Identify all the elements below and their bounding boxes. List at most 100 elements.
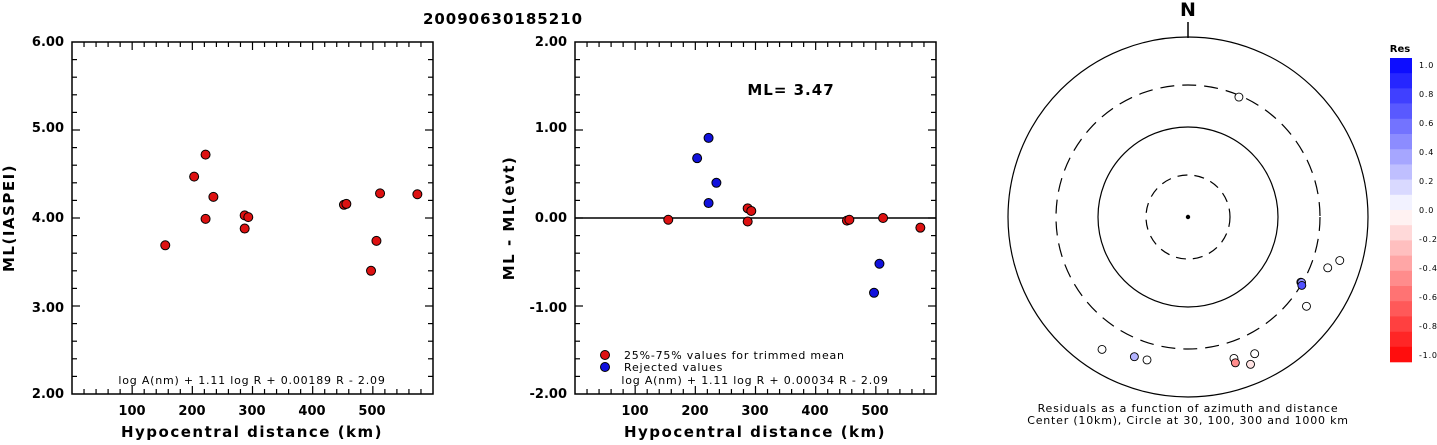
colorbar-labels: 1.0 0.8 0.6 0.4 0.2 0.0 -0.2 -0.4 -0.6 -… bbox=[1419, 61, 1437, 360]
right-panel: N Residuals as a function of azimuth and… bbox=[1007, 0, 1437, 427]
middle-y-tick-label: 1.00 bbox=[535, 121, 567, 136]
middle-y-tick-label: -2.00 bbox=[530, 387, 567, 402]
station-marker bbox=[1250, 349, 1260, 359]
colorbar-cell bbox=[1390, 210, 1412, 226]
data-point bbox=[371, 235, 382, 246]
data-point bbox=[200, 213, 211, 224]
station-marker bbox=[1246, 359, 1255, 369]
left-y-axis-title: ML(IASPEI) bbox=[0, 164, 18, 272]
rejected-point bbox=[703, 132, 714, 143]
colorbar-cell bbox=[1390, 301, 1412, 317]
middle-y-tick-label: 0.00 bbox=[535, 211, 567, 226]
left-y-tick-labels: 6.00 5.00 4.00 3.00 2.00 bbox=[32, 35, 64, 402]
colorbar-cell bbox=[1390, 331, 1412, 348]
colorbar-cell bbox=[1390, 134, 1412, 150]
legend-label-accepted: 25%-75% values for trimmed mean bbox=[624, 349, 845, 362]
middle-y-tick-labels: 2.00 1.00 0.00 -1.00 -2.00 bbox=[530, 35, 567, 402]
accepted-point bbox=[915, 222, 926, 233]
colorbar-cell bbox=[1390, 194, 1412, 211]
data-point bbox=[366, 265, 377, 276]
colorbar-cell bbox=[1390, 240, 1412, 256]
left-y-tick-label: 4.00 bbox=[32, 211, 64, 226]
rejected-point bbox=[692, 153, 703, 164]
left-y-tick-label: 3.00 bbox=[32, 301, 64, 316]
middle-x-tick-label: 400 bbox=[801, 404, 828, 419]
colorbar-cell bbox=[1390, 255, 1412, 272]
left-panel: 6.00 5.00 4.00 3.00 2.00 100 200 300 400… bbox=[0, 35, 434, 441]
middle-x-tick-label: 300 bbox=[741, 404, 768, 419]
rejected-point bbox=[874, 258, 885, 269]
middle-y-tick-label: 2.00 bbox=[535, 35, 567, 50]
accepted-point bbox=[663, 214, 674, 225]
data-point bbox=[200, 149, 211, 160]
station-marker bbox=[1230, 358, 1240, 368]
legend-marker-rejected bbox=[600, 362, 610, 372]
middle-x-tick-label: 500 bbox=[861, 404, 888, 419]
polar-caption-line2: Center (10km), Circle at 30, 100, 300 an… bbox=[1027, 414, 1349, 427]
middle-ticks bbox=[575, 42, 936, 394]
data-point bbox=[239, 223, 250, 234]
middle-x-axis-title: Hypocentral distance (km) bbox=[624, 423, 886, 441]
colorbar-cell bbox=[1390, 225, 1412, 241]
legend-label-rejected: Rejected values bbox=[624, 361, 723, 374]
left-x-tick-label: 200 bbox=[178, 404, 205, 419]
station-marker bbox=[1335, 256, 1345, 265]
ring-1000km bbox=[1007, 36, 1369, 398]
colorbar-cell bbox=[1390, 179, 1412, 196]
left-y-tick-label: 5.00 bbox=[32, 121, 64, 136]
ml-value-label: ML= 3.47 bbox=[747, 81, 834, 99]
ring-30km bbox=[1145, 174, 1231, 260]
colorbar-cell bbox=[1390, 346, 1412, 363]
colorbar-tick-label: 1.0 bbox=[1419, 61, 1434, 70]
colorbar-cell bbox=[1390, 103, 1412, 120]
colorbar-tick-label: 0.2 bbox=[1419, 177, 1434, 186]
ring-300km bbox=[1055, 84, 1321, 350]
station-marker bbox=[1097, 344, 1107, 354]
data-point bbox=[375, 188, 386, 199]
left-ticks bbox=[72, 42, 433, 394]
colorbar-cell bbox=[1390, 286, 1412, 302]
left-formula: log A(nm) + 1.11 log R + 0.00189 R - 2.0… bbox=[118, 374, 385, 387]
rejected-point bbox=[869, 287, 880, 298]
middle-formula: log A(nm) + 1.11 log R + 0.00034 R - 2.0… bbox=[621, 374, 888, 387]
legend-marker-accepted bbox=[600, 350, 610, 360]
colorbar-tick-label: 0.4 bbox=[1419, 148, 1434, 157]
accepted-point bbox=[878, 213, 889, 223]
polar-caption-line1: Residuals as a function of azimuth and d… bbox=[1038, 402, 1339, 415]
colorbar-tick-label: 0.0 bbox=[1419, 206, 1434, 215]
data-point bbox=[412, 189, 423, 200]
left-x-tick-label: 300 bbox=[238, 404, 265, 419]
colorbar-tick-label: -0.4 bbox=[1419, 264, 1437, 273]
colorbar-cell bbox=[1390, 316, 1412, 332]
left-x-tick-label: 100 bbox=[118, 404, 145, 419]
middle-x-tick-label: 100 bbox=[621, 404, 648, 419]
colorbar bbox=[1390, 58, 1412, 363]
data-point bbox=[243, 212, 254, 223]
accepted-point bbox=[742, 216, 753, 227]
accepted-point bbox=[746, 205, 757, 216]
colorbar-title: Res bbox=[1390, 44, 1410, 55]
data-point bbox=[341, 198, 352, 209]
middle-y-tick-label: -1.00 bbox=[530, 301, 567, 316]
data-point bbox=[189, 171, 200, 182]
middle-panel: 2.00 1.00 0.00 -1.00 -2.00 100 200 300 4… bbox=[500, 35, 937, 441]
station-marker bbox=[1142, 355, 1152, 365]
rejected-point bbox=[703, 198, 714, 209]
ring-100km bbox=[1097, 126, 1279, 308]
station-marker bbox=[1297, 280, 1307, 290]
middle-y-axis-title: ML - ML(evt) bbox=[500, 156, 518, 280]
colorbar-cell bbox=[1390, 88, 1412, 104]
station-marker bbox=[1129, 352, 1139, 362]
north-label: N bbox=[1180, 0, 1196, 21]
left-x-tick-label: 500 bbox=[358, 404, 385, 419]
colorbar-cell bbox=[1390, 118, 1412, 135]
middle-x-tick-label: 200 bbox=[681, 404, 708, 419]
station-marker bbox=[1234, 92, 1244, 102]
colorbar-cell bbox=[1390, 149, 1412, 165]
colorbar-cell bbox=[1390, 73, 1412, 89]
page-title: 20090630185210 bbox=[423, 10, 583, 28]
colorbar-tick-label: -0.6 bbox=[1419, 293, 1437, 302]
colorbar-tick-label: -1.0 bbox=[1419, 351, 1437, 360]
data-point bbox=[208, 191, 219, 202]
